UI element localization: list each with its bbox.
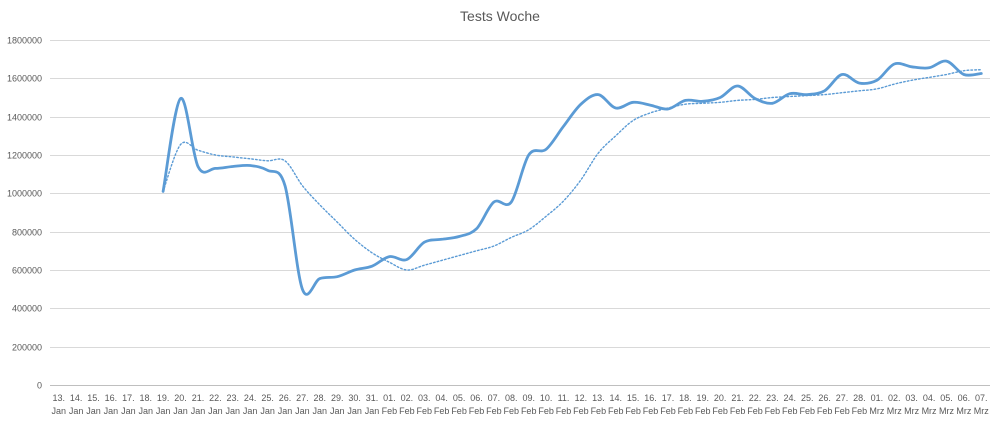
y-tick-label: 1600000 xyxy=(7,74,42,84)
y-tick-label: 1400000 xyxy=(7,113,42,123)
chart-title: Tests Woche xyxy=(460,8,540,24)
x-tick-label: 24. Feb xyxy=(782,393,798,416)
x-tick-label: 11. Feb xyxy=(556,393,572,416)
x-tick-label: 09. Feb xyxy=(521,393,537,416)
series-line-solid xyxy=(161,59,983,296)
x-tick-label: 16. Jan xyxy=(104,393,119,416)
x-tick-label: 31. Jan xyxy=(365,393,380,416)
x-tick-label: 16. Feb xyxy=(643,393,659,416)
x-tick-label: 28. Jan xyxy=(313,393,328,416)
x-tick-label: 03. Feb xyxy=(417,393,433,416)
series-lines xyxy=(161,59,983,296)
x-tick-label: 21. Jan xyxy=(191,393,206,416)
x-tick-label: 22. Feb xyxy=(747,393,763,416)
x-tick-label: 10. Feb xyxy=(538,393,554,416)
y-tick-label: 600000 xyxy=(12,266,42,276)
x-tick-label: 20. Jan xyxy=(173,393,188,416)
x-tick-label: 18. Feb xyxy=(678,393,694,416)
x-tick-label: 02. Mrz xyxy=(887,393,902,416)
x-tick-label: 14. Feb xyxy=(608,393,624,416)
x-tick-label: 05. Mrz xyxy=(939,393,954,416)
x-tick-label: 17. Feb xyxy=(660,393,676,416)
x-tick-label: 06. Feb xyxy=(469,393,485,416)
y-tick-label: 1000000 xyxy=(7,189,42,199)
x-tick-label: 13. Feb xyxy=(591,393,607,416)
x-tick-label: 15. Feb xyxy=(625,393,641,416)
gridlines xyxy=(50,40,990,386)
y-tick-label: 400000 xyxy=(12,304,42,314)
x-tick-label: 18. Jan xyxy=(138,393,153,416)
x-tick-label: 05. Feb xyxy=(451,393,467,416)
x-tick-label: 19. Feb xyxy=(695,393,711,416)
x-tick-label: 26. Jan xyxy=(278,393,293,416)
x-tick-label: 17. Jan xyxy=(121,393,136,416)
x-tick-label: 21. Feb xyxy=(730,393,746,416)
x-tick-label: 04. Feb xyxy=(434,393,450,416)
x-tick-label: 28. Feb xyxy=(852,393,868,416)
x-tick-label: 02. Feb xyxy=(399,393,415,416)
x-tick-label: 13. Jan xyxy=(51,393,66,416)
y-tick-label: 1200000 xyxy=(7,151,42,161)
x-tick-label: 14. Jan xyxy=(69,393,84,416)
x-tick-label: 26. Feb xyxy=(817,393,833,416)
x-tick-label: 12. Feb xyxy=(573,393,589,416)
x-tick-label: 27. Feb xyxy=(834,393,850,416)
y-tick-label: 800000 xyxy=(12,228,42,238)
x-tick-label: 20. Feb xyxy=(712,393,728,416)
x-tick-label: 29. Jan xyxy=(330,393,345,416)
x-tick-label: 07. Mrz xyxy=(974,393,989,416)
x-tick-label: 15. Jan xyxy=(86,393,101,416)
x-tick-label: 01. Feb xyxy=(382,393,398,416)
trend-line-dotted xyxy=(162,69,982,271)
x-tick-label: 08. Feb xyxy=(504,393,520,416)
x-tick-label: 23. Jan xyxy=(226,393,241,416)
y-tick-label: 0 xyxy=(37,381,42,391)
x-tick-label: 19. Jan xyxy=(156,393,171,416)
x-tick-label: 25. Feb xyxy=(799,393,815,416)
x-tick-label: 03. Mrz xyxy=(904,393,919,416)
x-tick-label: 30. Jan xyxy=(347,393,362,416)
x-tick-label: 01. Mrz xyxy=(869,393,884,416)
y-axis-ticks: 0 200000 400000 600000 800000 1000000 1200000 1… xyxy=(7,36,42,391)
y-tick-label: 200000 xyxy=(12,343,42,353)
x-tick-label: 24. Jan xyxy=(243,393,258,416)
y-tick-label: 1800000 xyxy=(7,36,42,46)
x-tick-label: 27. Jan xyxy=(295,393,310,416)
x-tick-label: 07. Feb xyxy=(486,393,502,416)
x-tick-label: 04. Mrz xyxy=(922,393,937,416)
x-tick-label: 06. Mrz xyxy=(956,393,971,416)
x-tick-label: 22. Jan xyxy=(208,393,223,416)
x-tick-label: 25. Jan xyxy=(260,393,275,416)
x-tick-label: 23. Feb xyxy=(765,393,781,416)
